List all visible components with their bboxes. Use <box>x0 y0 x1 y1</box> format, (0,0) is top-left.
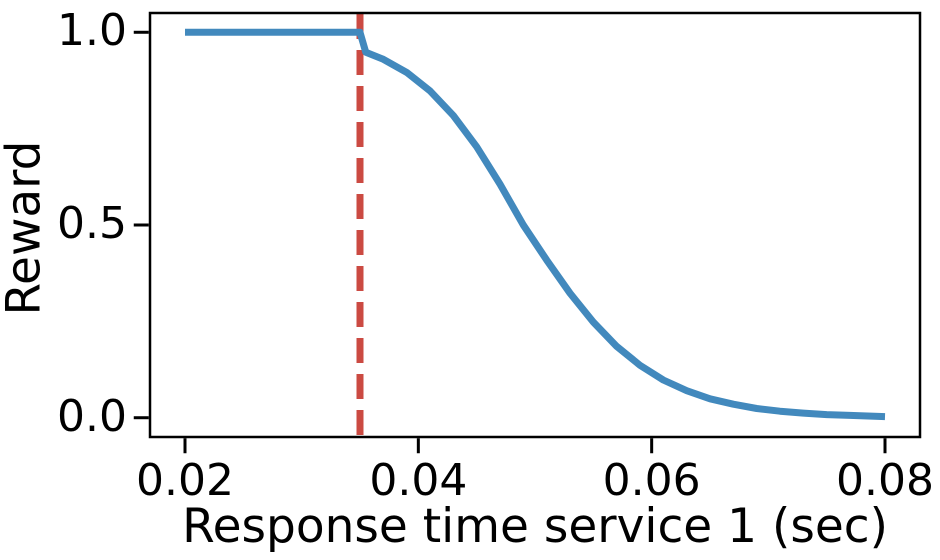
x-tick-label: 0.04 <box>369 455 468 506</box>
x-tick-label: 0.02 <box>136 455 234 506</box>
reward-curve-group <box>185 28 886 421</box>
plot-border <box>148 11 922 439</box>
y-tick-label: 0.5 <box>57 198 127 250</box>
x-tick-marks <box>183 438 887 454</box>
y-axis-label: Reward <box>0 140 52 316</box>
y-tick-label: 1.0 <box>57 5 127 57</box>
y-tick-marks <box>133 30 149 420</box>
y-tick-label: 0.0 <box>57 390 127 442</box>
reward-curve <box>185 28 886 421</box>
x-tick-label: 0.06 <box>602 455 701 506</box>
x-axis-label: Response time service 1 (sec) <box>182 499 888 554</box>
x-tick-label: 0.08 <box>836 455 934 506</box>
